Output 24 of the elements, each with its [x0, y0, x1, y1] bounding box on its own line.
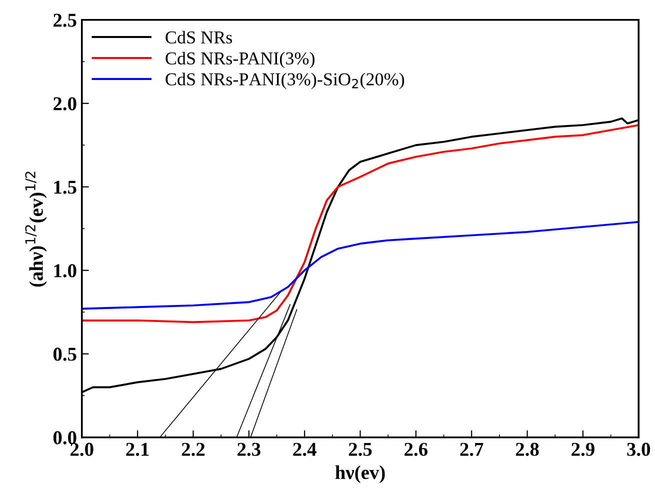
y-tick-label: 0.5	[53, 348, 76, 361]
y-tick-label: 1.0	[54, 264, 76, 278]
line-series	[82, 220, 639, 310]
legend-label: CdS NRs-PANI(3%)-SiO$_{2}$(20%)	[166, 72, 404, 90]
x-tick-label: 2.1	[126, 442, 149, 456]
x-tick-label: 2.0	[70, 442, 94, 456]
y-tick-label: 0.0	[53, 431, 76, 444]
y-axis-title: (ahν)$^{1/2}$(ev)$^{1/2}$	[25, 172, 47, 287]
x-tick-label: 2.7	[460, 442, 484, 456]
legend-label: CdS NRs-PANI(3%)	[166, 52, 314, 68]
x-tick-label: 2.5	[348, 442, 372, 456]
x-tick-label: 2.6	[404, 442, 428, 456]
x-tick-label: 2.9	[572, 442, 594, 456]
x-tick-label: 2.8	[516, 442, 539, 456]
y-tick-label: 1.5	[54, 180, 76, 194]
y-tick-label: 2.0	[54, 97, 76, 110]
x-tick-label: 3.0	[627, 442, 650, 456]
x-tick-label: 2.4	[293, 442, 316, 456]
legend-label: CdS NRs	[166, 30, 232, 44]
line-series	[82, 124, 639, 324]
x-axis-title: hν(ev)	[335, 465, 385, 484]
x-tick-label: 2.3	[238, 442, 260, 456]
x-tick-label: 2.2	[182, 442, 205, 456]
y-tick-label: 2.5	[54, 14, 76, 27]
